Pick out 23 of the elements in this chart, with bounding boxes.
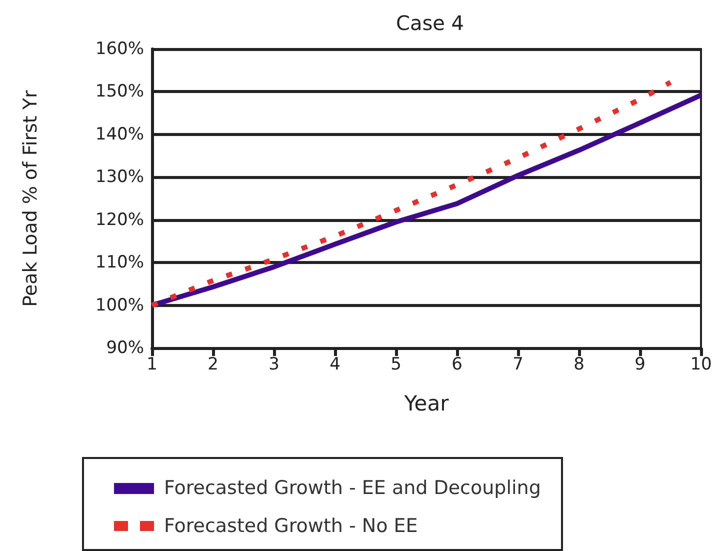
y-tick-label: 90% xyxy=(106,338,144,358)
y-tick-label: 140% xyxy=(95,124,144,144)
y-tick-label: 130% xyxy=(95,167,144,188)
x-tick-label: 8 xyxy=(574,354,584,374)
y-tick-label: 120% xyxy=(95,210,144,230)
x-axis-title: Year xyxy=(403,392,450,416)
x-tick-label: 7 xyxy=(512,354,524,374)
y-axis-title: Peak Load % of First Yr xyxy=(20,90,42,307)
y-tick-label: 160% xyxy=(95,39,144,59)
x-tick-label: 9 xyxy=(634,354,646,374)
x-tick-label: 4 xyxy=(330,354,340,374)
x-tick-label: 10 xyxy=(690,354,712,374)
x-tick-label: 2 xyxy=(208,354,218,374)
x-tick-label: 6 xyxy=(452,354,462,374)
legend-label: Forecasted Growth - No EE xyxy=(164,515,418,537)
y-tick-label: 110% xyxy=(95,252,144,273)
chart-title: Case 4 xyxy=(396,11,464,35)
x-tick-label: 3 xyxy=(268,354,280,374)
legend-label: Forecasted Growth - EE and Decoupling xyxy=(164,477,541,499)
y-tick-label: 150% xyxy=(95,82,144,102)
y-tick-label: 100% xyxy=(95,295,144,316)
x-tick-label: 5 xyxy=(390,354,402,374)
x-tick-label: 1 xyxy=(146,354,158,374)
